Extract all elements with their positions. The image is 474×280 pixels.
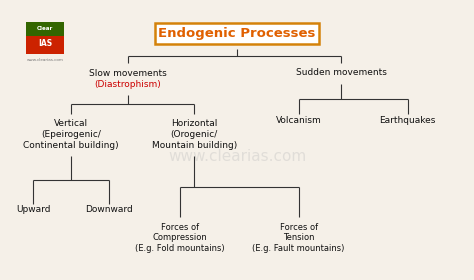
Text: Horizontal
(Orogenic/
Mountain building): Horizontal (Orogenic/ Mountain building) <box>152 119 237 150</box>
Text: Downward: Downward <box>85 206 133 214</box>
Text: Upward: Upward <box>16 206 50 214</box>
Text: (Diastrophism): (Diastrophism) <box>95 80 161 89</box>
Text: Forces of
Tension
(E.g. Fault mountains): Forces of Tension (E.g. Fault mountains) <box>253 223 345 253</box>
Text: www.clearias.com: www.clearias.com <box>27 58 64 62</box>
Text: Earthquakes: Earthquakes <box>380 116 436 125</box>
Text: Endogenic Processes: Endogenic Processes <box>158 27 316 40</box>
FancyBboxPatch shape <box>26 36 64 54</box>
Text: Sudden movements: Sudden movements <box>296 68 387 77</box>
Text: Vertical
(Epeirogenic/
Continental building): Vertical (Epeirogenic/ Continental build… <box>23 119 119 150</box>
Text: Slow movements: Slow movements <box>89 69 167 78</box>
FancyBboxPatch shape <box>26 22 64 39</box>
Text: Forces of
Compression
(E.g. Fold mountains): Forces of Compression (E.g. Fold mountai… <box>135 223 225 253</box>
Text: www.clearias.com: www.clearias.com <box>168 149 306 164</box>
Text: Clear: Clear <box>37 25 53 31</box>
Text: Volcanism: Volcanism <box>276 116 321 125</box>
Text: IAS: IAS <box>38 39 52 48</box>
